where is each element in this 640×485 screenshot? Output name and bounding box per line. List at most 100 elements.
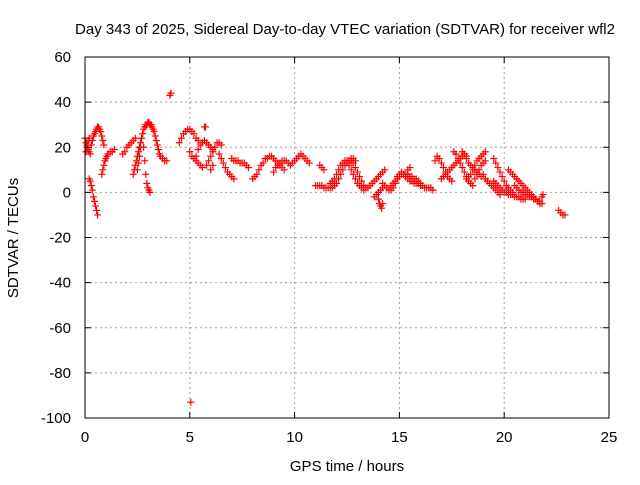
data-point <box>86 150 94 158</box>
data-point <box>142 170 150 178</box>
data-point <box>97 127 105 135</box>
data-point <box>121 148 129 156</box>
data-point <box>496 168 504 176</box>
data-point <box>454 155 462 163</box>
data-point <box>253 170 261 178</box>
data-point <box>305 159 313 167</box>
data-point <box>356 173 364 181</box>
data-point <box>133 166 141 174</box>
data-point <box>186 148 194 156</box>
data-point <box>82 148 90 156</box>
data-point <box>381 166 389 174</box>
data-point <box>217 141 225 149</box>
data-point <box>561 211 569 219</box>
data-point <box>498 173 506 181</box>
y-tick-label: -40 <box>49 275 71 292</box>
data-point <box>87 141 95 149</box>
data-point <box>448 177 456 185</box>
data-point <box>335 175 343 183</box>
data-point <box>378 204 386 212</box>
data-point <box>496 191 504 199</box>
data-point <box>209 148 217 156</box>
data-point <box>88 186 96 194</box>
data-point <box>481 157 489 165</box>
data-point <box>190 130 198 138</box>
data-point <box>406 164 414 172</box>
data-point <box>452 150 460 158</box>
data-point <box>539 191 547 199</box>
data-point <box>202 123 210 131</box>
data-point <box>139 130 147 138</box>
data-point <box>467 170 475 178</box>
data-point <box>86 177 94 185</box>
data-point <box>345 161 353 169</box>
data-point <box>205 157 213 165</box>
data-point <box>146 188 154 196</box>
data-point <box>194 146 202 154</box>
data-point <box>259 159 267 167</box>
data-point <box>460 168 468 176</box>
data-point <box>320 166 328 174</box>
data-point <box>91 202 99 210</box>
data-point <box>211 143 219 151</box>
data-point <box>471 161 479 169</box>
data-point <box>192 152 200 160</box>
y-tick-label: -60 <box>49 320 71 337</box>
data-point <box>131 134 139 142</box>
data-point <box>100 161 108 169</box>
data-point <box>255 166 263 174</box>
y-tick-label: 20 <box>54 139 71 156</box>
data-points <box>81 89 569 406</box>
x-tick-label: 10 <box>286 429 303 446</box>
data-point <box>88 136 96 144</box>
data-point <box>374 195 382 203</box>
data-point <box>94 211 102 219</box>
data-point <box>351 175 359 183</box>
data-point <box>244 164 252 172</box>
data-point <box>150 127 158 135</box>
data-point <box>134 148 142 156</box>
data-point <box>93 206 101 214</box>
data-point <box>99 166 107 174</box>
x-tick-label: 0 <box>81 429 89 446</box>
data-point <box>140 143 148 151</box>
data-point <box>337 170 345 178</box>
data-point <box>217 155 225 163</box>
data-point <box>280 166 288 174</box>
x-tick-label: 15 <box>391 429 408 446</box>
data-point <box>152 136 160 144</box>
data-point <box>456 159 464 167</box>
data-point <box>138 134 146 142</box>
y-tick-label: -80 <box>49 365 71 382</box>
y-tick-label: -20 <box>49 230 71 247</box>
data-point <box>100 141 108 149</box>
data-point <box>151 132 159 140</box>
data-point <box>500 177 508 185</box>
data-point <box>473 170 481 178</box>
data-point <box>198 164 206 172</box>
data-point <box>134 159 142 167</box>
data-point <box>135 152 143 160</box>
y-tick-label: 60 <box>54 49 71 66</box>
data-point <box>219 159 227 167</box>
data-point <box>379 200 387 208</box>
data-point <box>481 148 489 156</box>
data-point <box>221 164 229 172</box>
data-point <box>129 170 137 178</box>
x-tick-label: 20 <box>496 429 513 446</box>
data-point <box>469 182 477 190</box>
data-point <box>203 161 211 169</box>
data-point <box>141 157 149 165</box>
data-point <box>98 170 106 178</box>
data-point <box>353 168 361 176</box>
data-point <box>207 152 215 160</box>
data-point <box>358 177 366 185</box>
data-point <box>143 179 151 187</box>
data-point <box>177 134 185 142</box>
data-point <box>435 155 443 163</box>
x-tick-label: 5 <box>186 429 194 446</box>
data-point <box>209 161 217 169</box>
data-point <box>175 139 183 147</box>
